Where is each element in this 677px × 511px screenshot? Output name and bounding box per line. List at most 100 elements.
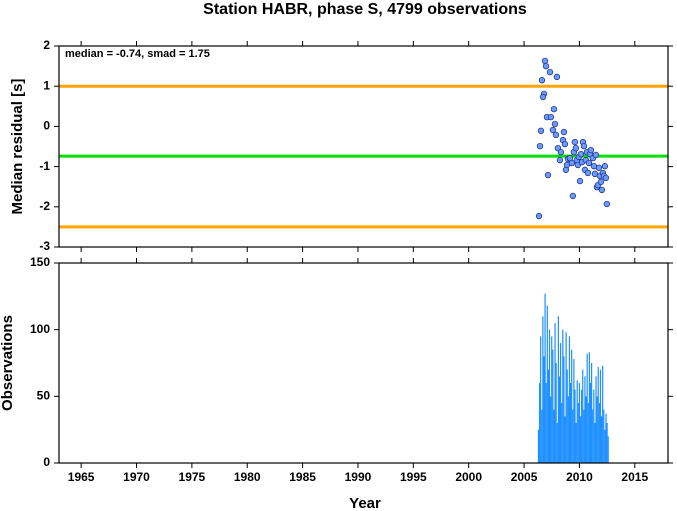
y-tick-label: 2 <box>43 38 50 52</box>
bar <box>541 409 543 463</box>
point <box>539 93 547 101</box>
bar <box>597 367 599 463</box>
bar <box>557 316 559 463</box>
point <box>547 114 555 121</box>
bar <box>554 323 556 463</box>
bar <box>598 403 600 463</box>
bar <box>567 396 569 463</box>
point <box>587 146 595 154</box>
bar <box>603 409 605 463</box>
bar <box>600 416 603 463</box>
bar <box>581 389 583 463</box>
point <box>592 151 600 159</box>
y-tick-label: -3 <box>39 239 50 253</box>
bar <box>595 376 597 463</box>
bar <box>589 383 592 463</box>
bar <box>564 416 566 463</box>
x-tick-label: 1995 <box>400 470 427 484</box>
bar <box>605 413 607 463</box>
point <box>551 120 559 128</box>
bar <box>550 396 552 463</box>
plot-frame <box>58 262 669 464</box>
bar <box>590 363 593 463</box>
bar <box>546 305 548 463</box>
point <box>584 169 592 177</box>
bar <box>556 423 558 463</box>
plot-area <box>537 293 609 463</box>
point <box>536 142 544 150</box>
bar <box>566 369 568 463</box>
point <box>544 171 552 179</box>
bar <box>579 416 582 463</box>
y-tick-label: 0 <box>43 455 50 469</box>
x-tick-label: 1985 <box>289 470 316 484</box>
x-tick-label: 1965 <box>68 470 95 484</box>
point <box>577 150 585 158</box>
bar <box>582 369 584 463</box>
bar <box>592 409 594 463</box>
chart-title: Station HABR, phase S, 4799 observations <box>203 1 527 18</box>
x-tick-label: 1980 <box>234 470 261 484</box>
bar <box>563 356 565 463</box>
point <box>601 163 609 170</box>
x-tick-label: 1970 <box>123 470 150 484</box>
point <box>603 200 611 208</box>
x-tick-label: 1975 <box>179 470 206 484</box>
y-tick-label: -2 <box>39 199 50 213</box>
y-axis-title: Median residual [s] <box>9 79 26 215</box>
point <box>595 164 603 171</box>
point <box>546 68 554 76</box>
bar <box>561 403 563 463</box>
bar <box>586 353 588 463</box>
point <box>556 157 564 164</box>
bar <box>562 329 564 463</box>
bar <box>538 383 541 463</box>
bar <box>587 403 589 463</box>
y-tick-label: 0 <box>43 119 50 133</box>
bar <box>602 365 604 463</box>
point <box>538 77 546 84</box>
bar <box>545 383 547 463</box>
bar <box>547 369 550 463</box>
point <box>549 126 557 134</box>
point <box>571 138 579 146</box>
bar <box>552 349 554 463</box>
bar <box>604 429 606 463</box>
bar <box>575 423 577 463</box>
x-tick-label: 1990 <box>345 470 372 484</box>
bar <box>551 336 553 463</box>
point <box>597 178 605 186</box>
bar <box>576 380 578 463</box>
plot-frame <box>58 45 669 248</box>
y-tick-label: 50 <box>37 389 51 403</box>
point <box>585 159 593 167</box>
bar <box>572 409 574 463</box>
bar <box>577 403 579 463</box>
x-tick-label: 2000 <box>455 470 482 484</box>
x-axis-title: Year <box>349 495 381 511</box>
point <box>541 57 549 65</box>
x-tick-label: 2005 <box>511 470 538 484</box>
bar <box>585 396 587 463</box>
point <box>552 131 560 138</box>
bar <box>569 383 572 463</box>
bar <box>596 396 598 463</box>
bar <box>537 429 540 463</box>
bar <box>574 389 576 463</box>
bar <box>558 376 561 463</box>
bar <box>568 336 571 463</box>
bar <box>593 389 595 463</box>
y-axis-title: Observations <box>0 315 16 411</box>
x-tick-label: 2015 <box>621 470 648 484</box>
bar <box>607 436 609 463</box>
y-tick-label: 100 <box>30 322 50 336</box>
bar <box>599 369 602 463</box>
point <box>537 127 545 134</box>
point <box>602 174 610 182</box>
bar <box>540 336 542 463</box>
point <box>568 159 576 167</box>
bar <box>573 359 575 463</box>
point <box>576 177 584 185</box>
bar <box>578 383 581 463</box>
